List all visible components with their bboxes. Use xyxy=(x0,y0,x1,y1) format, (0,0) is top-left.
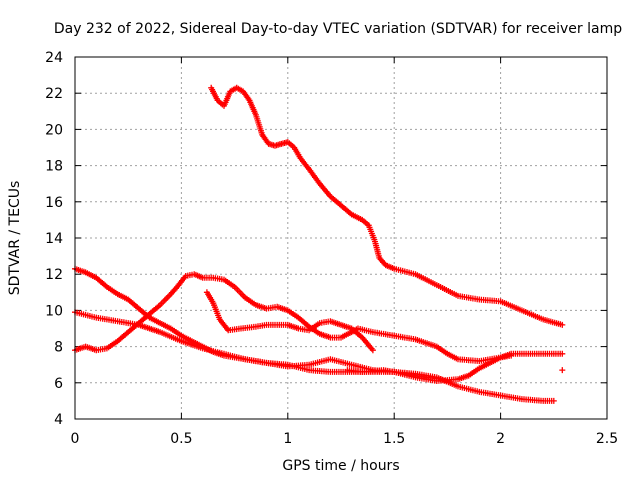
plot-frame xyxy=(74,56,608,420)
y-axis-label: SDTVAR / TECUs xyxy=(7,181,23,296)
plus-markers xyxy=(72,271,515,365)
x-tick-label: 1.5 xyxy=(383,431,405,447)
grid-lines xyxy=(75,57,607,419)
plus-markers xyxy=(72,309,557,404)
series-track-d xyxy=(72,271,515,365)
y-tick-label: 24 xyxy=(45,50,63,66)
y-tick-label: 20 xyxy=(45,122,63,138)
chart-title: Day 232 of 2022, Sidereal Day-to-day VTE… xyxy=(54,21,622,37)
y-tick-label: 16 xyxy=(45,195,63,211)
y-tick-label: 10 xyxy=(45,303,63,319)
y-tick-label: 14 xyxy=(45,231,63,247)
y-tick-label: 6 xyxy=(54,376,63,392)
series-track-g xyxy=(559,367,566,374)
plus-markers xyxy=(559,367,566,374)
x-tick-label: 1 xyxy=(283,431,292,447)
series-track-c xyxy=(72,309,557,404)
axis-ticks: 0 0.5 1 1.5 2 2.5 4 6 8 10 12 14 16 18 20 22 24 xyxy=(45,50,618,447)
series-track-a xyxy=(208,84,566,328)
x-tick-label: 0 xyxy=(71,431,80,447)
plus-markers xyxy=(344,367,444,383)
x-axis-label: GPS time / hours xyxy=(282,458,399,474)
plus-markers xyxy=(208,84,566,328)
series-track-e xyxy=(203,289,376,354)
x-tick-label: 2 xyxy=(496,431,505,447)
y-tick-label: 18 xyxy=(45,159,63,175)
y-tick-label: 22 xyxy=(45,86,63,102)
plus-markers xyxy=(203,289,376,354)
y-tick-label: 8 xyxy=(54,340,63,356)
y-tick-label: 4 xyxy=(54,412,63,428)
y-tick-label: 12 xyxy=(45,267,63,283)
x-tick-label: 0.5 xyxy=(170,431,192,447)
data-series xyxy=(72,84,566,404)
series-track-f xyxy=(344,367,444,383)
x-tick-label: 2.5 xyxy=(596,431,618,447)
